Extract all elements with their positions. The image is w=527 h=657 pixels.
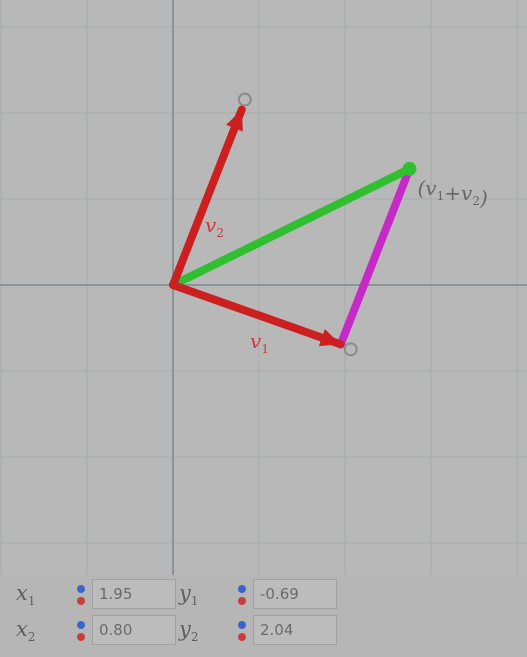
- x1-label: x1: [16, 581, 36, 609]
- y1-label: y1: [179, 581, 199, 609]
- y1-decrement-icon[interactable]: [236, 595, 248, 607]
- x2-label: x2: [16, 617, 36, 645]
- vector-v2: [169, 105, 246, 289]
- y2-increment-icon[interactable]: [236, 619, 248, 631]
- x2-decrement-icon[interactable]: [75, 631, 87, 643]
- x1-decrement-icon[interactable]: [75, 595, 87, 607]
- x1-spinner[interactable]: [75, 583, 87, 607]
- vector-v2-head: [226, 109, 243, 132]
- vector-v2-translated: [336, 164, 414, 349]
- vector-v1: [169, 281, 345, 349]
- coordinate-controls: x1 1.95 y1 -0.69 x2 0.80 y2 2.04: [0, 575, 527, 657]
- v2-handle: [237, 92, 252, 107]
- y1-spinner[interactable]: [236, 583, 248, 607]
- x1-input[interactable]: 1.95: [92, 579, 176, 609]
- controls-row-1: x1 1.95 y1 -0.69: [0, 577, 527, 613]
- v1-handle: [343, 342, 358, 357]
- y2-spinner[interactable]: [236, 619, 248, 643]
- y1-input[interactable]: -0.69: [253, 579, 337, 609]
- grid-lines: [0, 0, 527, 575]
- axes: [0, 0, 527, 575]
- sum-endpoint: [402, 161, 417, 176]
- vector-plot[interactable]: v1 v2 (v1+v2): [0, 0, 527, 575]
- x2-input[interactable]: 0.80: [92, 615, 176, 645]
- y2-label: y2: [179, 617, 199, 645]
- sum-label: (v1+v2): [418, 176, 488, 210]
- x2-increment-icon[interactable]: [75, 619, 87, 631]
- x1-increment-icon[interactable]: [75, 583, 87, 595]
- vector-sum: [169, 164, 414, 289]
- x2-spinner[interactable]: [75, 619, 87, 643]
- y2-input[interactable]: 2.04: [253, 615, 337, 645]
- vector-v1-head: [318, 329, 341, 347]
- v2-label: v2: [205, 213, 224, 240]
- y1-increment-icon[interactable]: [236, 583, 248, 595]
- vector-labels: v1 v2 (v1+v2): [205, 176, 488, 356]
- controls-row-2: x2 0.80 y2 2.04: [0, 613, 527, 649]
- v1-label: v1: [250, 329, 269, 356]
- vectors: [169, 92, 417, 357]
- y2-decrement-icon[interactable]: [236, 631, 248, 643]
